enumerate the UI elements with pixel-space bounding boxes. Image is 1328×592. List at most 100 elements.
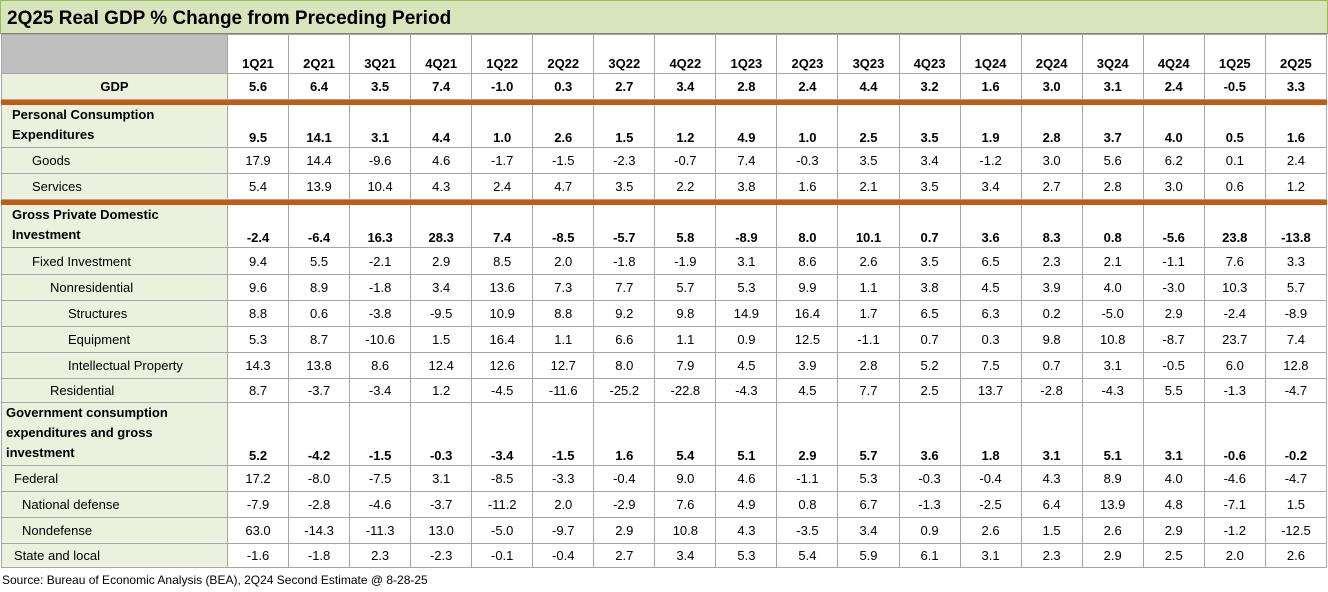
cell-value: 17.9 bbox=[226, 147, 290, 174]
cell-value: 6.3 bbox=[959, 300, 1022, 327]
cell-value: -4.6 bbox=[349, 491, 412, 518]
cell-value: 1.5 bbox=[1020, 517, 1083, 544]
column-header: 2Q25 bbox=[1264, 34, 1328, 74]
cell-value: 3.4 bbox=[959, 173, 1022, 200]
cell-value: 3.9 bbox=[1020, 274, 1083, 301]
table-title: 2Q25 Real GDP % Change from Preceding Pe… bbox=[0, 0, 1328, 34]
cell-value: -1.5 bbox=[349, 402, 412, 466]
cell-value: 3.5 bbox=[898, 247, 961, 275]
cell-value: 2.0 bbox=[1203, 543, 1266, 568]
cell-value: 14.9 bbox=[715, 300, 778, 327]
cell-value: 1.6 bbox=[1264, 104, 1328, 148]
cell-value: -7.1 bbox=[1203, 491, 1266, 518]
cell-value: -1.3 bbox=[898, 491, 961, 518]
cell-value: 1.1 bbox=[837, 274, 900, 301]
cell-value: 0.9 bbox=[715, 326, 778, 353]
cell-value: 2.8 bbox=[1020, 104, 1083, 148]
cell-value: 8.0 bbox=[593, 352, 656, 379]
data-row: Residential 8.7 -3.7 -3.4 1.2 -4.5 -11.6 -25.2-… bbox=[1, 378, 1328, 403]
cell-value: -1.5 bbox=[532, 147, 595, 174]
cell-value: 2.6 bbox=[1081, 517, 1144, 544]
cell-value: 5.7 bbox=[1264, 274, 1328, 301]
cell-value: -9.7 bbox=[532, 517, 595, 544]
cell-value: -0.1 bbox=[471, 543, 534, 568]
cell-value: 6.4 bbox=[1020, 491, 1083, 518]
data-row: Goods 17.9 14.4 -9.6 4.6 -1.7 -1.5 -2.3 -0.7 7.4-… bbox=[1, 147, 1328, 174]
cell-value: 0.7 bbox=[898, 204, 961, 248]
cell-value: 2.9 bbox=[593, 517, 656, 544]
cell-value: 1.0 bbox=[471, 104, 534, 148]
cell-value: 1.9 bbox=[959, 104, 1022, 148]
cell-value: -3.7 bbox=[288, 378, 351, 403]
cell-value: -1.7 bbox=[471, 147, 534, 174]
cell-value: -1.2 bbox=[1203, 517, 1266, 544]
data-row: Federal 17.2 -8.0 -7.5 3.1 -8.5 -3.3 -0.4 9.0 4.6… bbox=[1, 465, 1328, 492]
cell-value: 0.6 bbox=[288, 300, 351, 327]
cell-value: 8.3 bbox=[1020, 204, 1083, 248]
cell-value: -4.7 bbox=[1264, 378, 1328, 403]
cell-value: 28.3 bbox=[410, 204, 473, 248]
column-header: 3Q22 bbox=[593, 34, 656, 74]
cell-value: 4.7 bbox=[532, 173, 595, 200]
column-header: 1Q22 bbox=[471, 34, 534, 74]
cell-value: 4.5 bbox=[715, 352, 778, 379]
cell-value: 13.8 bbox=[288, 352, 351, 379]
cell-value: 10.8 bbox=[654, 517, 717, 544]
column-header: 1Q24 bbox=[959, 34, 1022, 74]
cell-value: 3.8 bbox=[715, 173, 778, 200]
cell-value: 7.7 bbox=[593, 274, 656, 301]
cell-value: 2.8 bbox=[715, 73, 778, 100]
cell-value: 0.5 bbox=[1203, 104, 1266, 148]
cell-value: -1.6 bbox=[226, 543, 290, 568]
cell-value: 3.6 bbox=[898, 402, 961, 466]
cell-value: 1.0 bbox=[776, 104, 839, 148]
cell-value: 1.7 bbox=[837, 300, 900, 327]
cell-value: 10.3 bbox=[1203, 274, 1266, 301]
column-header: 1Q21 bbox=[226, 34, 290, 74]
column-header: 4Q22 bbox=[654, 34, 717, 74]
cell-value: 3.0 bbox=[1020, 73, 1083, 100]
data-row: Services 5.4 13.9 10.4 4.3 2.4 4.7 3.5 2.2 3.8 1.6… bbox=[1, 173, 1328, 200]
cell-value: 2.4 bbox=[1142, 73, 1205, 100]
cell-value: 3.1 bbox=[715, 247, 778, 275]
cell-value: -1.2 bbox=[959, 147, 1022, 174]
row-label: Nondefense bbox=[1, 517, 228, 544]
cell-value: 5.7 bbox=[654, 274, 717, 301]
cell-value: -14.3 bbox=[288, 517, 351, 544]
cell-value: 4.3 bbox=[410, 173, 473, 200]
cell-value: -5.0 bbox=[471, 517, 534, 544]
cell-value: 7.6 bbox=[1203, 247, 1266, 275]
cell-value: 10.4 bbox=[349, 173, 412, 200]
cell-value: -4.3 bbox=[715, 378, 778, 403]
gdp-table: 1Q21 2Q21 3Q21 4Q21 1Q22 2Q22 3Q22 4Q22 1Q23 2Q23… bbox=[1, 34, 1328, 568]
cell-value: 3.1 bbox=[1020, 402, 1083, 466]
cell-value: 10.8 bbox=[1081, 326, 1144, 353]
cell-value: 6.6 bbox=[593, 326, 656, 353]
cell-value: 2.6 bbox=[837, 247, 900, 275]
cell-value: -8.5 bbox=[532, 204, 595, 248]
cell-value: 7.9 bbox=[654, 352, 717, 379]
cell-value: 3.0 bbox=[1020, 147, 1083, 174]
cell-value: 13.9 bbox=[288, 173, 351, 200]
cell-value: 2.7 bbox=[593, 543, 656, 568]
cell-value: 5.3 bbox=[837, 465, 900, 492]
cell-value: -2.3 bbox=[593, 147, 656, 174]
cell-value: 10.1 bbox=[837, 204, 900, 248]
row-label: Nonresidential bbox=[1, 274, 228, 301]
column-header: 4Q21 bbox=[410, 34, 473, 74]
cell-value: -5.0 bbox=[1081, 300, 1144, 327]
cell-value: 5.4 bbox=[654, 402, 717, 466]
cell-value: 4.3 bbox=[1020, 465, 1083, 492]
row-label: Goods bbox=[1, 147, 228, 174]
cell-value: 2.6 bbox=[532, 104, 595, 148]
cell-value: 6.1 bbox=[898, 543, 961, 568]
cell-value: 3.1 bbox=[1081, 352, 1144, 379]
cell-value: 12.8 bbox=[1264, 352, 1328, 379]
cell-value: 4.4 bbox=[410, 104, 473, 148]
data-row: Gross Private Domestic Investment -2.4 -6.… bbox=[1, 204, 1328, 248]
column-header: 3Q23 bbox=[837, 34, 900, 74]
cell-value: 4.5 bbox=[959, 274, 1022, 301]
cell-value: 3.6 bbox=[959, 204, 1022, 248]
cell-value: 2.1 bbox=[1081, 247, 1144, 275]
cell-value: 2.5 bbox=[837, 104, 900, 148]
